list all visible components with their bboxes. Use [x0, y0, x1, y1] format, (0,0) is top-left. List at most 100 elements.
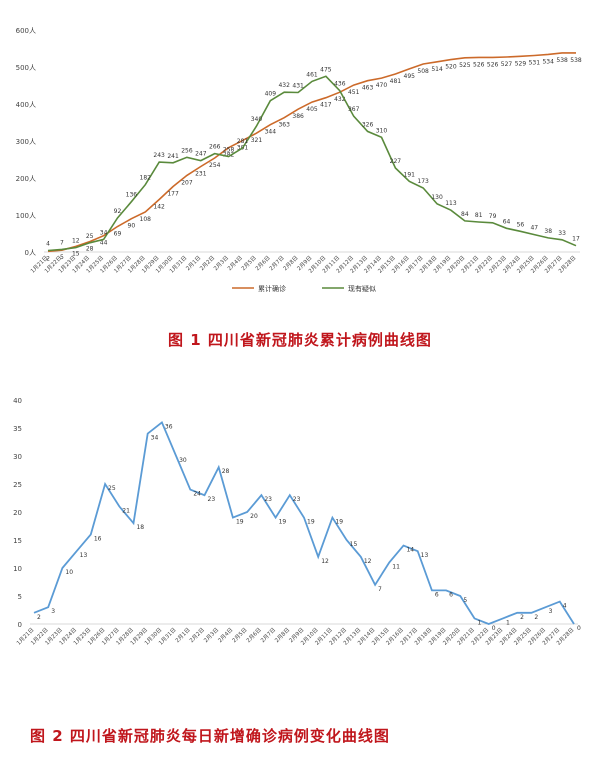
data-label: 69 [114, 230, 122, 237]
data-label: 254 [209, 162, 221, 169]
data-label: 18 [136, 524, 144, 531]
data-label: 326 [362, 121, 374, 128]
data-label: 436 [334, 81, 346, 88]
data-label: 0 [492, 625, 496, 632]
x-tick-label: 2月5日 [231, 626, 249, 644]
data-label: 38 [544, 228, 552, 235]
data-label: 6 [449, 591, 453, 598]
data-label: 47 [530, 225, 538, 232]
y-tick-label: 200人 [16, 175, 36, 183]
data-label: 531 [529, 60, 541, 67]
data-label: 526 [473, 61, 485, 68]
y-tick-label: 30 [13, 453, 22, 461]
data-label: 0 [577, 625, 581, 632]
data-label: 431 [292, 83, 304, 90]
data-label: 25 [86, 233, 94, 240]
data-label: 344 [265, 129, 277, 136]
data-label: 136 [126, 192, 138, 199]
data-label: 23 [264, 496, 272, 503]
data-label: 282 [223, 152, 235, 159]
x-tick-label: 2月6日 [245, 626, 263, 644]
data-label: 529 [515, 60, 527, 67]
data-label: 495 [404, 73, 416, 80]
data-label: 432 [278, 82, 290, 89]
series-line [47, 75, 577, 252]
data-label: 36 [165, 423, 173, 430]
data-label: 7 [60, 239, 64, 246]
data-label: 4 [46, 241, 50, 248]
data-label: 25 [108, 485, 116, 492]
y-tick-label: 20 [13, 509, 22, 517]
y-tick-label: 0 [18, 621, 22, 629]
data-label: 525 [459, 62, 471, 69]
data-label: 310 [376, 127, 388, 134]
data-label: 92 [114, 208, 122, 215]
x-tick-label: 2月8日 [274, 626, 292, 644]
y-tick-label: 40 [13, 397, 22, 405]
data-label: 527 [501, 61, 513, 68]
y-tick-label: 10 [13, 565, 22, 573]
data-label: 520 [445, 64, 457, 71]
data-label: 30 [179, 457, 187, 464]
series-line [33, 420, 575, 625]
data-label: 7 [378, 586, 382, 593]
figure2-caption: 图 2 四川省新冠肺炎每日新增确诊病例变化曲线图 [30, 727, 390, 745]
data-label: 256 [181, 147, 193, 154]
data-label: 20 [250, 513, 258, 520]
data-label: 405 [306, 106, 318, 113]
data-label: 534 [542, 58, 554, 65]
data-label: 6 [435, 591, 439, 598]
data-label: 386 [292, 113, 304, 120]
data-label: 227 [390, 158, 402, 165]
data-label: 15 [72, 250, 80, 257]
data-label: 81 [475, 212, 483, 219]
data-label: 409 [265, 91, 277, 98]
data-label: 84 [461, 211, 469, 218]
data-label: 34 [100, 229, 108, 236]
data-label: 21 [122, 507, 130, 514]
cumulative-cases-chart: 0人 100人 200人 300人 400人 500人 600人 1月21日 1月22日 1月23… [0, 0, 600, 300]
data-label: 321 [251, 137, 263, 144]
data-label: 11 [392, 563, 400, 570]
data-label: 2 [37, 614, 41, 621]
x-tick-label: 2月3日 [202, 626, 220, 644]
y-tick-label: 5 [18, 593, 22, 601]
data-label: 481 [390, 78, 402, 85]
data-label: 243 [153, 152, 165, 159]
y-tick-label: 25 [13, 481, 22, 489]
data-label: 17 [572, 236, 580, 243]
data-label: 475 [320, 66, 332, 73]
data-label: 463 [362, 85, 374, 92]
y-tick-label: 600人 [16, 27, 36, 35]
data-label: 12 [321, 558, 329, 565]
data-label: 526 [487, 61, 499, 68]
data-label: 177 [167, 191, 179, 198]
data-label: 2 [520, 614, 524, 621]
data-label: 79 [489, 213, 497, 220]
data-label: 23 [293, 496, 301, 503]
y-tick-label: 15 [13, 537, 22, 545]
x-tick-label: 2月4日 [217, 626, 235, 644]
data-label: 142 [153, 203, 165, 210]
data-label: 247 [195, 151, 207, 158]
data-label: 28 [222, 468, 230, 475]
data-label: 538 [570, 57, 582, 64]
figure1-caption: 图 1 四川省新冠肺炎累计病例曲线图 [168, 331, 432, 349]
data-label: 90 [128, 223, 136, 230]
data-label: 417 [320, 102, 332, 109]
data-label: 3 [549, 608, 553, 615]
y-tick-label: 100人 [16, 212, 36, 220]
data-label: 23 [208, 496, 216, 503]
data-label: 19 [335, 519, 343, 526]
data-label: 19 [307, 519, 315, 526]
data-label: 5 [463, 597, 467, 604]
data-label: 1 [506, 619, 510, 626]
legend-label: 累计确诊 [258, 284, 286, 293]
data-label: 231 [195, 171, 207, 178]
data-label: 15 [350, 541, 358, 548]
data-label: 207 [181, 179, 193, 186]
data-label: 514 [431, 66, 443, 73]
y-tick-label: 0人 [25, 249, 36, 257]
data-label: 14 [406, 547, 414, 554]
data-label: 470 [376, 82, 388, 89]
